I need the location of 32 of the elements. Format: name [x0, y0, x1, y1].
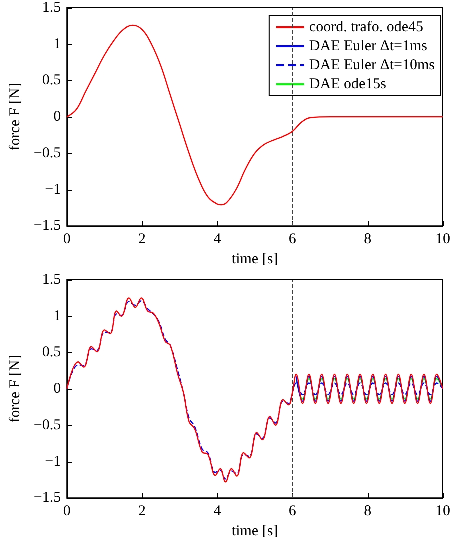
y-tick-label: −1 [45, 454, 62, 470]
x-tick-label: 8 [364, 504, 372, 520]
x-tick-label: 6 [288, 504, 297, 520]
y-axis-title: force F [N] [8, 83, 24, 151]
y-tick-label: 1.5 [42, 0, 62, 16]
legend-label: DAE ode15s [309, 76, 387, 92]
y-tick-label: −0.5 [34, 417, 62, 434]
x-tick-label: 10 [436, 504, 450, 520]
y-tick-label: −1.5 [34, 490, 62, 506]
y-tick-label: 0.5 [42, 344, 62, 361]
legend-label: DAE Euler Δt=10ms [309, 58, 436, 74]
x-tick-label: 10 [436, 232, 450, 248]
y-tick-label: −1.5 [34, 218, 62, 234]
x-tick-label: 2 [138, 504, 146, 520]
y-tick-label: −1 [45, 182, 62, 198]
y-tick-label: 0 [54, 109, 62, 126]
x-axis-title: time [s] [232, 524, 278, 540]
x-tick-label: 4 [214, 232, 222, 248]
y-tick-label: 0 [54, 381, 62, 398]
y-tick-label: 1 [54, 308, 62, 324]
x-tick-label: 4 [214, 504, 222, 520]
x-tick-label: 6 [288, 232, 297, 248]
legend-label: coord. trafo. ode45 [309, 20, 424, 36]
x-axis-title: time [s] [232, 252, 278, 268]
x-tick-label: 8 [364, 232, 372, 248]
legend-label: DAE Euler Δt=1ms [309, 38, 428, 54]
y-tick-label: 1.5 [42, 272, 62, 288]
y-tick-label: 0.5 [42, 72, 62, 89]
y-tick-label: 1 [54, 36, 62, 52]
y-axis-title: force F [N] [8, 355, 24, 423]
x-tick-label: 2 [138, 232, 146, 248]
y-tick-label: −0.5 [34, 145, 62, 162]
